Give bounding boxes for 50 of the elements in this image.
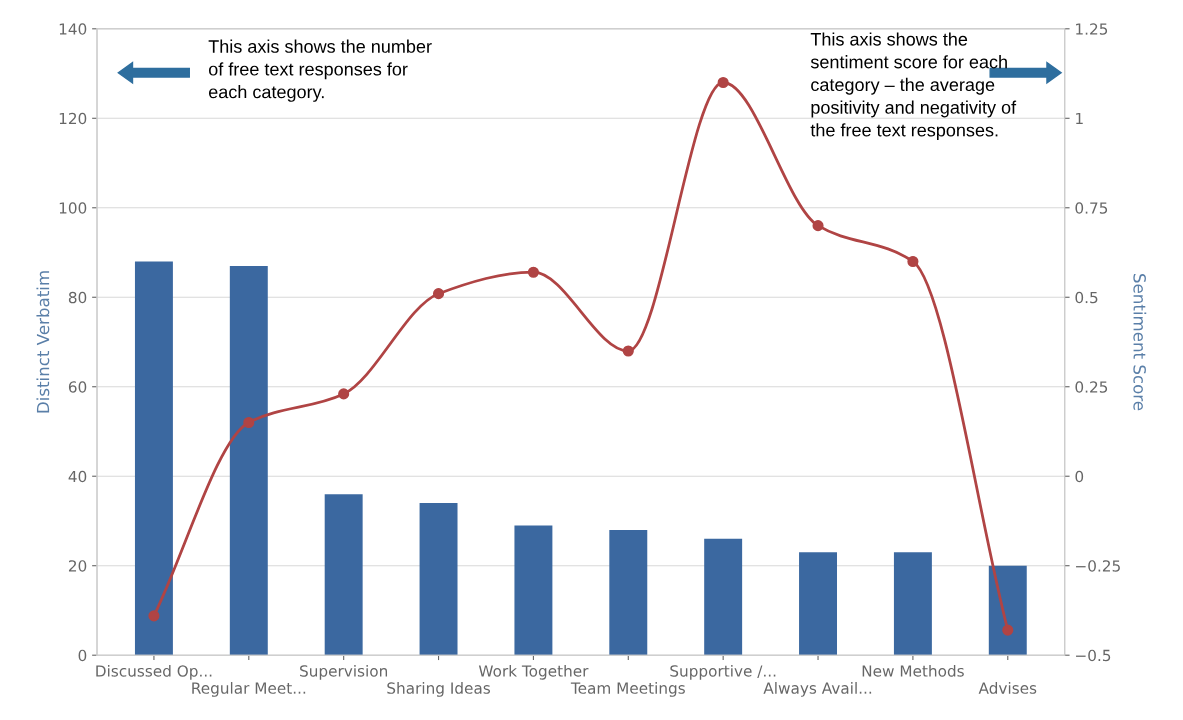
x-tick-label: Discussed Op... [96,664,212,680]
x-tick-label: Work Together [478,664,589,680]
x-tick-label: Regular Meet... [192,682,306,697]
y2-tick-label: 0.75 [1075,202,1108,214]
y2-tick-label: 0 [1075,470,1084,483]
x-tick-label: Always Avail... [763,682,872,697]
bar [514,525,553,656]
y2-tick-label: 1 [1076,112,1083,125]
point [907,255,919,268]
x-tick-label: Team Meetings [570,682,685,697]
y2-tick-label: 1.25 [1076,23,1108,35]
y-tick-label: 140 [59,23,87,35]
y2-tick-label: −0.5 [1076,649,1111,662]
y2-tick-label: −0.25 [1076,560,1120,572]
point [717,76,729,89]
point [527,266,539,278]
y-tick-label: 60 [68,381,87,393]
y-tick-label: 20 [68,560,87,572]
bar [799,552,838,656]
x-tick-label: Supportive /... [670,664,776,680]
y-tick-label: 100 [59,202,87,214]
y-tick-label: 80 [68,291,87,304]
point [148,610,160,622]
bar [324,494,363,656]
x-tick-label: Sharing Ideas [387,682,491,697]
point [338,388,350,400]
y-tick-label: 40 [68,470,87,483]
bar [229,265,268,656]
x-tick-label: New Methods [862,664,964,677]
y-tick-label: 120 [59,112,87,125]
bar [988,565,1027,656]
x-tick-label: Advises [978,682,1037,694]
point [1002,624,1014,636]
point [432,288,445,300]
y-tick-label: 0 [78,649,87,662]
y-axis-title: Distinct Verbatim [36,271,50,413]
y2-tick-label: 0.25 [1075,381,1108,393]
bar [893,552,932,656]
point [622,345,634,357]
annotation: This axis shows the number of free text responses for each category. [208,39,432,102]
bar [609,529,648,656]
point [243,416,255,429]
y2-axis-title: Sentiment Score [1133,274,1147,411]
bar [419,503,458,656]
point [812,220,824,232]
bar [704,538,743,656]
annotation: This axis shows the sentiment score for each category – the average positivity and negativity of the free text responses. [810,32,1017,141]
x-tick-label: Supervision [300,664,388,680]
bar [134,261,173,656]
y2-tick-label: 0.5 [1075,291,1098,304]
